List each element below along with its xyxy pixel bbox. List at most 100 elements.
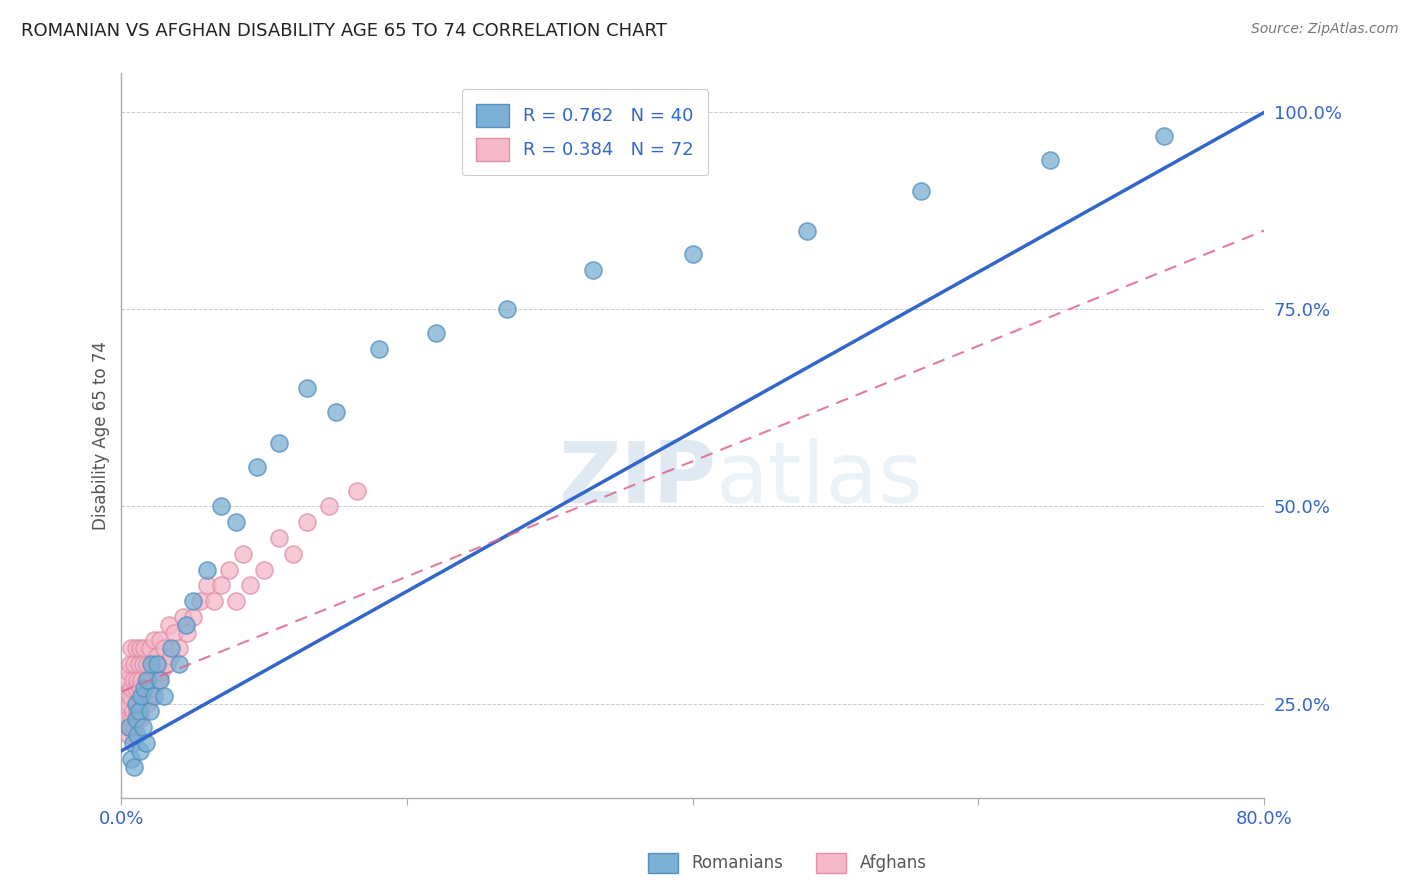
Point bbox=[134, 689, 156, 703]
Point bbox=[136, 697, 159, 711]
Point bbox=[124, 657, 146, 672]
Point bbox=[139, 705, 162, 719]
Point bbox=[131, 705, 153, 719]
Point bbox=[281, 547, 304, 561]
Point bbox=[129, 744, 152, 758]
Point bbox=[125, 712, 148, 726]
Point bbox=[129, 641, 152, 656]
Point bbox=[136, 657, 159, 672]
Point bbox=[143, 681, 166, 695]
Point bbox=[132, 657, 155, 672]
Point bbox=[118, 689, 141, 703]
Point bbox=[139, 681, 162, 695]
Point bbox=[138, 689, 160, 703]
Point bbox=[253, 563, 276, 577]
Point bbox=[181, 594, 204, 608]
Point bbox=[127, 673, 149, 687]
Point bbox=[117, 720, 139, 734]
Point bbox=[150, 665, 173, 679]
Point bbox=[135, 673, 157, 687]
Point bbox=[145, 665, 167, 679]
Point bbox=[136, 673, 159, 687]
Point bbox=[195, 563, 218, 577]
Point bbox=[496, 302, 519, 317]
Point bbox=[127, 728, 149, 742]
Point bbox=[195, 578, 218, 592]
Point bbox=[120, 712, 142, 726]
Text: ZIP: ZIP bbox=[558, 438, 716, 521]
Point bbox=[146, 657, 169, 672]
Point bbox=[131, 673, 153, 687]
Point bbox=[114, 720, 136, 734]
Text: ROMANIAN VS AFGHAN DISABILITY AGE 65 TO 74 CORRELATION CHART: ROMANIAN VS AFGHAN DISABILITY AGE 65 TO … bbox=[21, 22, 666, 40]
Point bbox=[149, 673, 172, 687]
Point bbox=[181, 610, 204, 624]
Point bbox=[167, 641, 190, 656]
Point bbox=[125, 712, 148, 726]
Point bbox=[124, 759, 146, 773]
Point bbox=[225, 515, 247, 529]
Point bbox=[134, 681, 156, 695]
Point bbox=[122, 673, 145, 687]
Point bbox=[115, 673, 138, 687]
Point bbox=[1153, 129, 1175, 144]
Point bbox=[124, 720, 146, 734]
Point bbox=[346, 483, 368, 498]
Point bbox=[122, 736, 145, 750]
Point bbox=[143, 689, 166, 703]
Point bbox=[246, 460, 269, 475]
Point bbox=[582, 263, 605, 277]
Point bbox=[117, 665, 139, 679]
Text: Source: ZipAtlas.com: Source: ZipAtlas.com bbox=[1251, 22, 1399, 37]
Point bbox=[141, 657, 163, 672]
Point bbox=[115, 712, 138, 726]
Point bbox=[176, 625, 198, 640]
Point bbox=[117, 697, 139, 711]
Point bbox=[125, 641, 148, 656]
Point bbox=[143, 633, 166, 648]
Point bbox=[122, 705, 145, 719]
Point bbox=[295, 515, 318, 529]
Point bbox=[318, 500, 340, 514]
Point bbox=[125, 697, 148, 711]
Point bbox=[128, 657, 150, 672]
Point bbox=[295, 381, 318, 395]
Point bbox=[148, 673, 170, 687]
Point bbox=[218, 563, 240, 577]
Point bbox=[120, 641, 142, 656]
Point bbox=[125, 681, 148, 695]
Point bbox=[910, 184, 932, 198]
Point bbox=[120, 681, 142, 695]
Point bbox=[127, 705, 149, 719]
Legend: Romanians, Afghans: Romanians, Afghans bbox=[641, 847, 934, 880]
Point bbox=[682, 247, 704, 261]
Point bbox=[160, 641, 183, 656]
Point bbox=[134, 641, 156, 656]
Legend: R = 0.762   N = 40, R = 0.384   N = 72: R = 0.762 N = 40, R = 0.384 N = 72 bbox=[461, 89, 709, 176]
Text: atlas: atlas bbox=[716, 438, 924, 521]
Point bbox=[172, 610, 194, 624]
Point bbox=[131, 689, 153, 703]
Point bbox=[118, 657, 141, 672]
Point bbox=[163, 625, 186, 640]
Point bbox=[135, 736, 157, 750]
Point bbox=[132, 720, 155, 734]
Point bbox=[239, 578, 262, 592]
Point bbox=[160, 649, 183, 664]
Point bbox=[232, 547, 254, 561]
Point bbox=[209, 500, 232, 514]
Point bbox=[156, 657, 179, 672]
Point bbox=[425, 326, 447, 340]
Point bbox=[132, 697, 155, 711]
Point bbox=[796, 224, 818, 238]
Point bbox=[202, 594, 225, 608]
Point bbox=[129, 712, 152, 726]
Point bbox=[128, 697, 150, 711]
Point bbox=[141, 673, 163, 687]
Y-axis label: Disability Age 65 to 74: Disability Age 65 to 74 bbox=[93, 341, 110, 530]
Point bbox=[112, 705, 135, 719]
Point bbox=[118, 720, 141, 734]
Point bbox=[153, 689, 176, 703]
Point bbox=[325, 405, 347, 419]
Point bbox=[128, 705, 150, 719]
